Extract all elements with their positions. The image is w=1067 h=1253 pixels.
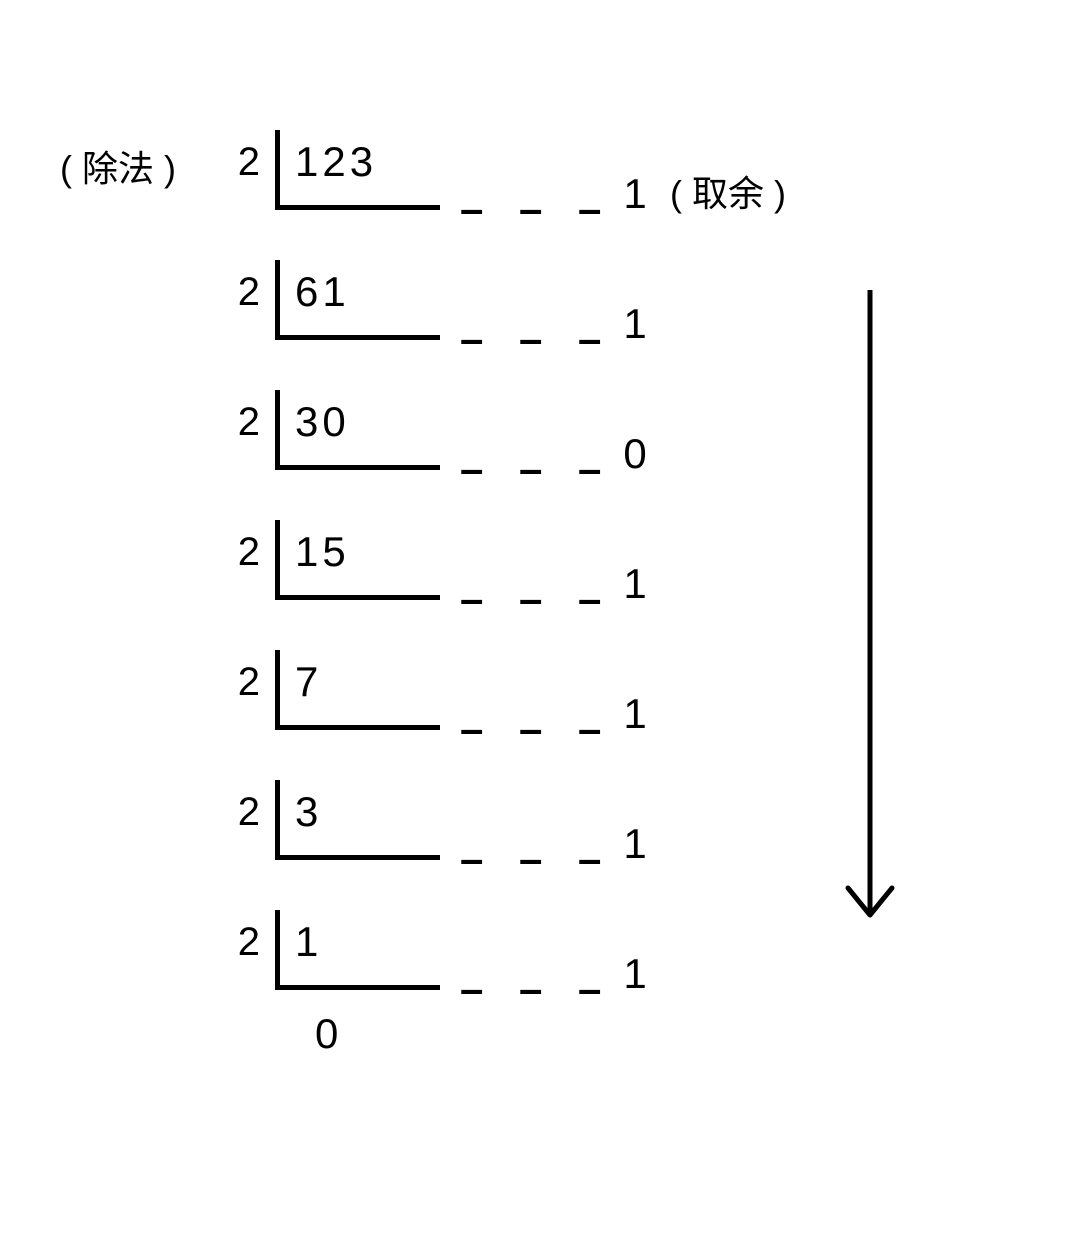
dividend-value: 15 (295, 528, 350, 576)
remainder-dashes: – – – (460, 445, 613, 493)
remainder-value: 1 (620, 820, 650, 868)
remainder-label: ( 取余 ) (670, 165, 786, 217)
remainder-dashes: – – – (460, 835, 613, 883)
division-step-row: ( 除法 )2123– – –1( 取余 ) (80, 130, 980, 260)
dividend-value: 1 (295, 918, 322, 966)
dividend-value: 7 (295, 658, 322, 706)
divisor-value: 2 (220, 400, 260, 445)
final-quotient: 0 (315, 1010, 338, 1058)
divisor-value: 2 (220, 530, 260, 575)
remainder-value: 1 (620, 950, 650, 998)
remainder-value: 1 (620, 170, 650, 218)
divisor-value: 2 (220, 140, 260, 185)
remainder-dashes: – – – (460, 315, 613, 363)
remainder-dashes: – – – (460, 705, 613, 753)
remainder-value: 0 (620, 430, 650, 478)
divisor-value: 2 (220, 790, 260, 835)
remainder-value: 1 (620, 300, 650, 348)
remainder-value: 1 (620, 560, 650, 608)
divisor-value: 2 (220, 920, 260, 965)
division-diagram: ( 除法 )2123– – –1( 取余 )261– – –1230– – –0… (80, 130, 980, 1040)
dividend-value: 30 (295, 398, 350, 446)
divisor-value: 2 (220, 660, 260, 705)
dividend-value: 3 (295, 788, 322, 836)
read-direction-arrow (840, 290, 900, 945)
dividend-value: 123 (295, 138, 377, 186)
remainder-dashes: – – – (460, 575, 613, 623)
remainder-dashes: – – – (460, 185, 613, 233)
remainder-dashes: – – – (460, 965, 613, 1013)
divisor-value: 2 (220, 270, 260, 315)
dividend-value: 61 (295, 268, 350, 316)
division-label: ( 除法 ) (60, 140, 176, 192)
remainder-value: 1 (620, 690, 650, 738)
